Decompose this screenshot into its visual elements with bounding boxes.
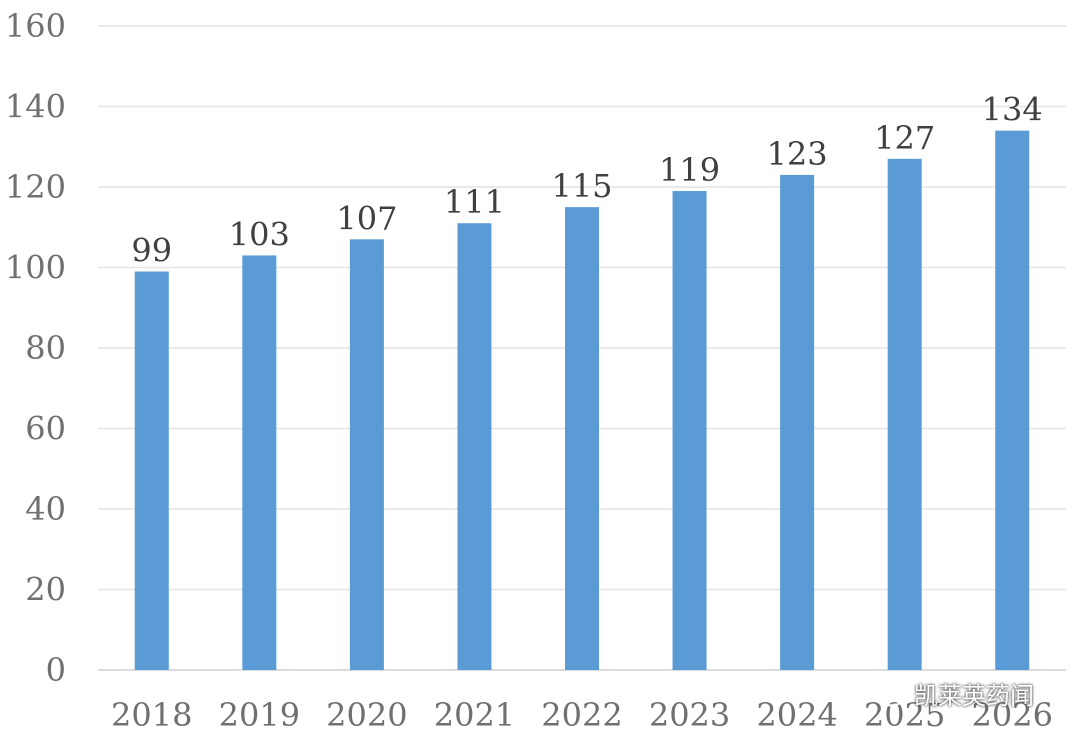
wechat-icon <box>866 679 905 707</box>
x-tick-label-2023: 2023 <box>649 696 730 734</box>
y-tick-label-120: 120 <box>5 168 66 206</box>
y-tick-label-100: 100 <box>5 249 66 287</box>
data-label-2024: 123 <box>767 135 828 173</box>
bar-2018 <box>134 271 169 670</box>
data-label-2025: 127 <box>874 119 935 157</box>
x-tick-label-2024: 2024 <box>756 696 837 734</box>
bar-2025 <box>887 158 922 670</box>
x-tick-label-2022: 2022 <box>541 696 622 734</box>
y-tick-label-40: 40 <box>25 490 66 528</box>
x-tick-label-2020: 2020 <box>326 696 407 734</box>
bar-2026 <box>995 130 1030 670</box>
watermark-text: 凯莱英药闻 <box>914 681 1034 710</box>
x-tick-label-2019: 2019 <box>219 696 300 734</box>
data-label-2018: 99 <box>131 232 172 270</box>
bar-2021 <box>457 223 492 670</box>
y-tick-label-140: 140 <box>5 88 66 126</box>
bar-2024 <box>780 174 815 671</box>
data-label-2020: 107 <box>336 199 397 237</box>
data-label-2023: 119 <box>659 151 720 189</box>
y-tick-label-0: 0 <box>46 651 66 689</box>
bar-2020 <box>349 239 384 670</box>
x-tick-label-2025: 2025 <box>864 696 945 734</box>
data-label-2019: 103 <box>229 215 290 253</box>
y-tick-label-60: 60 <box>25 410 66 448</box>
y-tick-label-20: 20 <box>25 571 66 609</box>
data-label-2022: 115 <box>551 167 612 205</box>
y-tick-label-80: 80 <box>25 329 66 367</box>
data-label-2026: 134 <box>982 91 1043 129</box>
watermark: 凯莱英药闻 <box>866 676 1034 710</box>
bar-2023 <box>672 191 707 670</box>
y-tick-label-160: 160 <box>5 7 66 45</box>
data-label-2021: 111 <box>444 183 505 221</box>
x-tick-label-2021: 2021 <box>434 696 515 734</box>
bar-2022 <box>565 207 599 670</box>
x-tick-label-2026: 2026 <box>972 696 1053 734</box>
x-tick-label-2018: 2018 <box>111 696 192 734</box>
bar-2019 <box>242 255 277 671</box>
